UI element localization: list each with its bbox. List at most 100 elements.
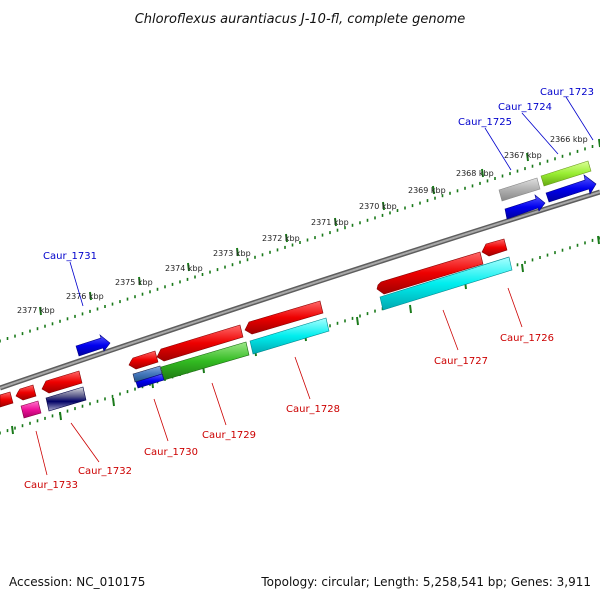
minor-tick bbox=[0, 431, 1, 435]
minor-tick bbox=[81, 312, 84, 316]
gene-caur-1730[interactable] bbox=[128, 350, 159, 370]
gene-label-caur-1727[interactable]: Caur_1727 bbox=[434, 356, 488, 367]
map-title: Chloroflexus aurantiacus J-10-fl, comple… bbox=[135, 12, 466, 27]
minor-tick bbox=[554, 157, 556, 161]
minor-tick bbox=[591, 238, 594, 242]
gene-caur-1726[interactable] bbox=[376, 251, 484, 295]
gene-caur-1728-b[interactable] bbox=[249, 317, 330, 355]
gene-label-caur-1725[interactable]: Caur_1725 bbox=[458, 117, 512, 128]
gene-labels: Caur_1723 Caur_1724 Caur_1725 Caur_1731 … bbox=[24, 87, 594, 491]
minor-tick bbox=[74, 407, 76, 411]
minor-tick bbox=[149, 290, 151, 294]
minor-tick bbox=[36, 327, 39, 331]
gene-caur-1725-b[interactable] bbox=[504, 194, 546, 220]
topology-summary: Topology: circular; Length: 5,258,541 bp… bbox=[260, 575, 591, 589]
gene-caur-1733-b[interactable] bbox=[20, 400, 42, 419]
gene-caur-1726-b[interactable] bbox=[481, 238, 508, 257]
gene-label-caur-1730[interactable]: Caur_1730 bbox=[144, 447, 198, 458]
ruler-label: 2377 kbp bbox=[17, 306, 55, 315]
gene-label-caur-1732[interactable]: Caur_1732 bbox=[78, 466, 132, 477]
leader-line bbox=[565, 96, 594, 141]
minor-tick bbox=[246, 258, 249, 262]
minor-tick bbox=[524, 260, 526, 264]
ruler-label: 2367 kbp bbox=[504, 151, 542, 160]
minor-tick bbox=[366, 312, 369, 316]
minor-tick bbox=[81, 404, 84, 408]
minor-tick bbox=[156, 287, 159, 291]
minor-tick bbox=[374, 216, 376, 220]
minor-tick bbox=[569, 152, 571, 156]
gene-label-caur-1729[interactable]: Caur_1729 bbox=[202, 430, 256, 441]
minor-tick bbox=[569, 246, 571, 250]
major-tick bbox=[334, 217, 337, 227]
major-tick bbox=[526, 152, 529, 162]
minor-tick bbox=[164, 285, 166, 289]
gene-caur-1731[interactable] bbox=[75, 334, 111, 357]
ruler-label: 2373 kbp bbox=[213, 249, 251, 258]
genome-backbone-highlight bbox=[0, 191, 600, 389]
minor-tick bbox=[6, 337, 9, 340]
minor-tick bbox=[51, 414, 54, 418]
minor-tick bbox=[254, 255, 256, 259]
minor-tick bbox=[501, 174, 504, 178]
gene-label-caur-1728[interactable]: Caur_1728 bbox=[286, 404, 340, 415]
minor-tick bbox=[561, 154, 564, 158]
minor-tick bbox=[531, 164, 534, 168]
gene-caur-1727[interactable] bbox=[379, 256, 513, 311]
major-tick bbox=[356, 316, 359, 326]
minor-tick bbox=[404, 206, 406, 210]
minor-tick bbox=[59, 319, 61, 323]
gene-label-caur-1726[interactable]: Caur_1726 bbox=[500, 333, 554, 344]
leader-line bbox=[70, 422, 100, 463]
gene-caur-1723[interactable] bbox=[540, 160, 592, 187]
leader-line bbox=[211, 382, 227, 426]
gene-label-caur-1723[interactable]: Caur_1723 bbox=[540, 87, 594, 98]
ruler-labels: 2366 kbp 2367 kbp 2368 kbp 2369 kbp 2370… bbox=[17, 135, 588, 315]
ruler-label: 2366 kbp bbox=[550, 135, 588, 144]
ruler-label: 2376 kbp bbox=[66, 292, 104, 301]
ruler-label: 2370 kbp bbox=[359, 202, 397, 211]
minor-tick bbox=[486, 179, 489, 183]
minor-tick bbox=[96, 399, 99, 403]
gene-label-caur-1733[interactable]: Caur_1733 bbox=[24, 480, 78, 491]
gene-caur-1725-a[interactable] bbox=[545, 174, 597, 203]
gene-label-caur-1724[interactable]: Caur_1724 bbox=[498, 102, 552, 113]
gene-caur-1730-c[interactable] bbox=[135, 373, 165, 389]
gene-caur-1728[interactable] bbox=[244, 300, 324, 335]
minor-tick bbox=[66, 409, 69, 413]
minor-tick bbox=[554, 251, 556, 255]
major-tick bbox=[236, 247, 239, 257]
leader-line bbox=[442, 309, 459, 351]
minor-tick bbox=[561, 248, 564, 252]
genome-backbone bbox=[0, 189, 600, 391]
gene-partial-left[interactable] bbox=[0, 391, 14, 408]
gene-caur-1729-b[interactable] bbox=[160, 341, 250, 381]
minor-tick bbox=[134, 295, 136, 299]
ruler-label: 2372 kbp bbox=[262, 234, 300, 243]
gene-caur-1724[interactable] bbox=[498, 177, 541, 202]
minor-tick bbox=[321, 233, 324, 237]
minor-tick bbox=[291, 243, 294, 247]
minor-tick bbox=[539, 256, 541, 259]
leader-line bbox=[294, 356, 311, 400]
minor-tick bbox=[344, 226, 346, 230]
minor-tick bbox=[29, 421, 31, 425]
minor-tick bbox=[374, 309, 376, 313]
minor-tick bbox=[6, 429, 9, 433]
minor-tick bbox=[111, 394, 114, 398]
gene-caur-1732[interactable] bbox=[41, 370, 83, 394]
minor-tick bbox=[351, 223, 354, 227]
gene-caur-1732-b[interactable] bbox=[45, 386, 87, 412]
gene-caur-1733[interactable] bbox=[15, 384, 37, 401]
minor-tick bbox=[471, 184, 474, 188]
minor-tick bbox=[44, 416, 46, 420]
minor-tick bbox=[531, 258, 534, 262]
major-tick bbox=[409, 304, 412, 314]
minor-tick bbox=[111, 302, 114, 306]
gene-caur-1729[interactable] bbox=[156, 324, 244, 362]
minor-tick bbox=[509, 172, 511, 176]
gene-label-caur-1731[interactable]: Caur_1731 bbox=[43, 251, 97, 262]
minor-tick bbox=[186, 277, 189, 281]
minor-tick bbox=[314, 236, 316, 240]
